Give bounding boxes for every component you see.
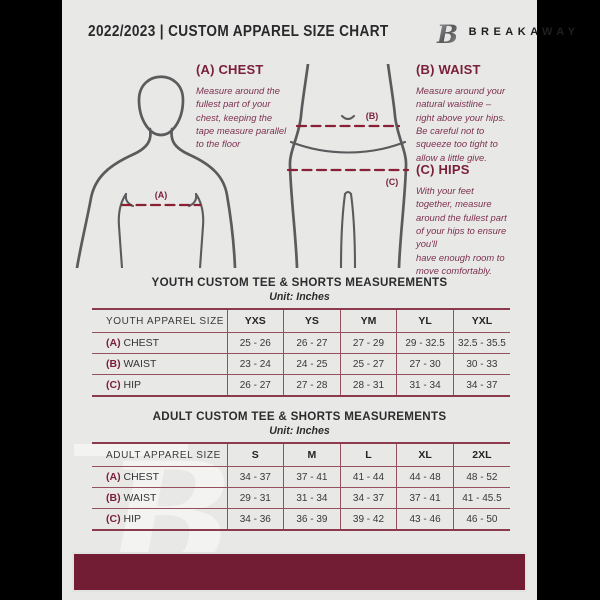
cell-value: 41 - 44 bbox=[339, 466, 397, 488]
adult-table-title: ADULT CUSTOM TEE & SHORTS MEASUREMENTS bbox=[152, 410, 447, 423]
cell-value: 41 - 45.5 bbox=[452, 487, 510, 509]
cell-value: 32.5 - 35.5 bbox=[452, 332, 510, 354]
adult-size-column-title: ADULT APPAREL SIZE bbox=[106, 449, 221, 461]
waist-instruction-heading: (B) WAIST bbox=[416, 62, 481, 77]
page-title: 2022/2023 | CUSTOM APPAREL SIZE CHART bbox=[88, 23, 389, 40]
waist-marker-label: (B) bbox=[366, 111, 379, 121]
column-header-m: M bbox=[283, 443, 341, 467]
header-bar: 2022/2023 | CUSTOM APPAREL SIZE CHART B … bbox=[62, 16, 575, 48]
cell-value: 26 - 27 bbox=[226, 374, 284, 396]
crotch-line bbox=[343, 190, 353, 196]
column-header-yxs: YXS bbox=[226, 309, 284, 333]
row-label-waist: (B) WAIST bbox=[106, 492, 157, 504]
breakaway-b-logo-icon: B bbox=[430, 20, 458, 46]
cell-value: 34 - 37 bbox=[339, 487, 397, 509]
youth-size-column-title: YOUTH APPAREL SIZE bbox=[106, 315, 225, 327]
youth-hip-row: (C) HIP 26 - 27 27 - 28 28 - 31 31 - 34 … bbox=[92, 374, 510, 396]
cell-value: 28 - 31 bbox=[339, 374, 397, 396]
cell-value: 29 - 32.5 bbox=[396, 332, 454, 354]
cell-value: 31 - 34 bbox=[396, 374, 454, 396]
column-header-yxl: YXL bbox=[452, 309, 510, 333]
chest-instruction-heading: (A) CHEST bbox=[196, 62, 264, 77]
cell-value: 30 - 33 bbox=[452, 353, 510, 375]
cell-value: 31 - 34 bbox=[283, 487, 341, 509]
cell-value: 36 - 39 bbox=[283, 508, 341, 530]
navel-mark bbox=[340, 114, 356, 121]
column-header-s: S bbox=[226, 443, 284, 467]
row-label-chest: (A) CHEST bbox=[106, 337, 160, 349]
right-armpit-hook bbox=[187, 192, 198, 208]
head-outline bbox=[137, 75, 185, 137]
column-header-yl: YL bbox=[396, 309, 454, 333]
footer-bar bbox=[72, 552, 527, 592]
row-label-waist: (B) WAIST bbox=[106, 358, 157, 370]
column-header-ym: YM bbox=[339, 309, 397, 333]
column-header-xl: XL bbox=[396, 443, 454, 467]
adult-table-unit: Unit: Inches bbox=[269, 425, 330, 437]
youth-table-title: YOUTH CUSTOM TEE & SHORTS MEASUREMENTS bbox=[151, 276, 448, 289]
brand-lockup: B BREAKAWAY bbox=[430, 18, 580, 46]
right-armpit-line bbox=[194, 192, 205, 268]
hips-marker-label: (C) bbox=[386, 177, 399, 187]
right-torso-leg-outline bbox=[386, 64, 408, 268]
youth-chest-row: (A) CHEST 25 - 26 26 - 27 27 - 29 29 - 3… bbox=[92, 332, 510, 354]
svg-text:B: B bbox=[436, 20, 458, 46]
lower-body-diagram: (B) (C) bbox=[286, 64, 410, 268]
cell-value: 37 - 41 bbox=[396, 487, 454, 509]
youth-waist-row: (B) WAIST 23 - 24 24 - 25 25 - 27 27 - 3… bbox=[92, 353, 510, 375]
cell-value: 37 - 41 bbox=[283, 466, 341, 488]
brand-name: BREAKAWAY bbox=[468, 26, 580, 38]
column-header-ys: YS bbox=[283, 309, 341, 333]
right-shoulder-arm-outline bbox=[170, 127, 237, 268]
youth-header-row: YOUTH APPAREL SIZE YXS YS YM YL YXL bbox=[92, 309, 510, 333]
right-inner-leg-line bbox=[349, 192, 357, 268]
hips-instruction: (C) HIPS With your feet together, measur… bbox=[416, 162, 538, 277]
cell-value: 24 - 25 bbox=[283, 353, 341, 375]
cell-value: 27 - 29 bbox=[339, 332, 397, 354]
cell-value: 44 - 48 bbox=[396, 466, 454, 488]
youth-table-unit: Unit: Inches bbox=[269, 291, 330, 303]
cell-value: 25 - 26 bbox=[226, 332, 284, 354]
cell-value: 25 - 27 bbox=[339, 353, 397, 375]
adult-hip-row: (C) HIP 34 - 36 36 - 39 39 - 42 43 - 46 … bbox=[92, 508, 510, 530]
row-label-chest: (A) CHEST bbox=[106, 471, 160, 483]
adult-size-table: ADULT APPAREL SIZE S M L XL 2XL (A) CHES… bbox=[92, 442, 510, 531]
document-page: 2022/2023 | CUSTOM APPAREL SIZE CHART B … bbox=[62, 0, 575, 600]
column-header-2xl: 2XL bbox=[452, 443, 510, 467]
hips-instruction-heading: (C) HIPS bbox=[416, 162, 470, 177]
column-header-l: L bbox=[339, 443, 397, 467]
youth-size-table: YOUTH APPAREL SIZE YXS YS YM YL YXL (A) … bbox=[92, 308, 510, 397]
cell-value: 26 - 27 bbox=[283, 332, 341, 354]
cell-value: 34 - 37 bbox=[452, 374, 510, 396]
cell-value: 39 - 42 bbox=[339, 508, 397, 530]
waistband-line bbox=[289, 140, 407, 154]
left-inner-leg-line bbox=[339, 192, 347, 268]
adult-header-row: ADULT APPAREL SIZE S M L XL 2XL bbox=[92, 443, 510, 467]
cell-value: 29 - 31 bbox=[226, 487, 284, 509]
cell-value: 34 - 36 bbox=[226, 508, 284, 530]
left-armpit-line bbox=[117, 192, 128, 268]
cell-value: 27 - 30 bbox=[396, 353, 454, 375]
hips-instruction-text: With your feet together, measure around … bbox=[416, 185, 507, 277]
waist-instruction-text: Measure around your natural waistline – … bbox=[416, 85, 506, 163]
adult-chest-row: (A) CHEST 34 - 37 37 - 41 41 - 44 44 - 4… bbox=[92, 466, 510, 488]
cell-value: 23 - 24 bbox=[226, 353, 284, 375]
waist-instruction: (B) WAIST Measure around your natural wa… bbox=[416, 62, 534, 164]
adult-waist-row: (B) WAIST 29 - 31 31 - 34 34 - 37 37 - 4… bbox=[92, 487, 510, 509]
cell-value: 27 - 28 bbox=[283, 374, 341, 396]
cell-value: 43 - 46 bbox=[396, 508, 454, 530]
upper-body-diagram: (A) bbox=[75, 75, 237, 268]
chest-instruction-text: Measure around the fullest part of your … bbox=[196, 85, 287, 150]
row-label-hip: (C) HIP bbox=[106, 379, 142, 391]
left-torso-leg-outline bbox=[288, 64, 310, 268]
row-label-hip: (C) HIP bbox=[106, 513, 142, 525]
chest-marker-label: (A) bbox=[155, 190, 168, 200]
cell-value: 34 - 37 bbox=[226, 466, 284, 488]
chest-instruction: (A) CHEST Measure around the fullest par… bbox=[196, 62, 300, 151]
left-shoulder-arm-outline bbox=[75, 127, 152, 268]
cell-value: 46 - 50 bbox=[452, 508, 510, 530]
cell-value: 48 - 52 bbox=[452, 466, 510, 488]
